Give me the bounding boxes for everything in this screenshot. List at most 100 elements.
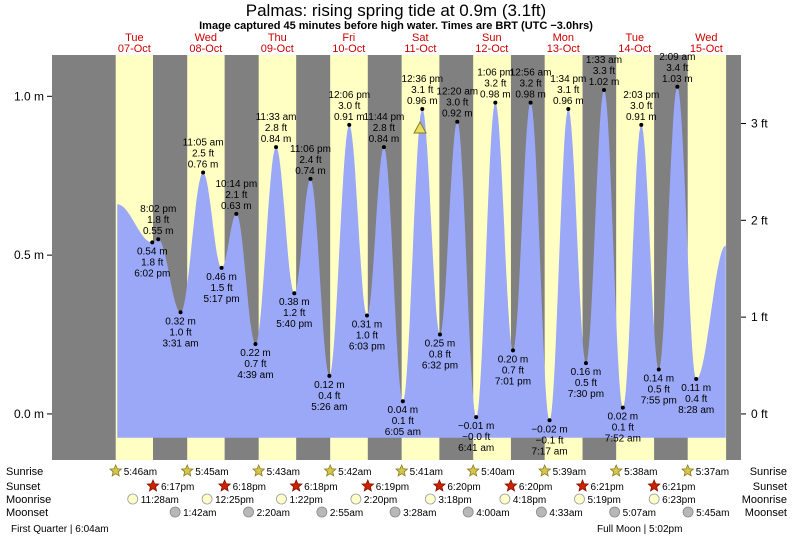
sunset-time: 6:21pm: [662, 482, 695, 493]
moonset-time: 5:07am: [623, 508, 656, 519]
extreme-time-label: 6:03 pm: [349, 341, 385, 352]
sunrise-star-icon: [323, 463, 337, 477]
moonrise-moon-icon: [499, 493, 511, 505]
almanac-row-label-right: Sunrise: [750, 466, 787, 478]
day-name: Tue: [125, 32, 144, 44]
extreme-time-label: 11:44 pm: [363, 112, 404, 123]
moonset-time: 5:45am: [696, 508, 729, 519]
extreme-time-label: 12:20 am: [436, 87, 478, 98]
extreme-time-label: 6:41 am: [458, 443, 494, 454]
extreme-meters-label: 0.76 m: [188, 160, 219, 171]
extreme-meters-label: 0.32 m: [165, 316, 196, 327]
tide-extreme-point: [474, 415, 479, 420]
sunrise-star-icon: [609, 463, 623, 477]
extreme-feet-label: −0.1 ft: [535, 435, 563, 446]
tide-extreme-point: [639, 122, 644, 127]
tide-extreme-point: [420, 107, 425, 111]
tide-extreme-point: [400, 399, 405, 404]
tide-extreme-point: [347, 122, 352, 127]
extreme-meters-label: −0.01 m: [458, 421, 494, 432]
extreme-time-label: 5:17 pm: [204, 294, 240, 305]
extreme-meters-label: 0.54 m: [137, 246, 168, 257]
extreme-meters-label: 0.14 m: [643, 373, 674, 384]
extreme-time-label: 5:26 am: [311, 402, 347, 413]
moonrise-time: 3:18pm: [438, 495, 471, 506]
extreme-feet-label: −0.0 ft: [462, 432, 490, 443]
sunrise-time: 5:46am: [124, 467, 157, 478]
sunset-star-icon: [575, 478, 590, 492]
day-date: 13-Oct: [547, 43, 580, 55]
extreme-time-label: 6:02 pm: [134, 268, 170, 279]
sunrise-time: 5:40am: [481, 467, 514, 478]
day-date: 11-Oct: [404, 43, 436, 55]
day-name: Sat: [412, 32, 429, 44]
extreme-time-label: 2:09 am: [659, 52, 695, 63]
moonrise-moon-icon: [648, 493, 660, 505]
moonrise-time: 2:20pm: [364, 495, 397, 506]
tide-extreme-point: [694, 377, 699, 381]
extreme-feet-label: 1.8 ft: [147, 215, 169, 226]
moonrise-time: 4:18pm: [513, 495, 546, 506]
moonset-moon-icon: [609, 506, 621, 518]
extreme-feet-label: 2.1 ft: [225, 190, 247, 201]
sunset-time: 6:21pm: [591, 482, 624, 493]
tide-extreme-point: [178, 310, 183, 315]
almanac-row-label-left: Moonrise: [6, 494, 51, 506]
extreme-feet-label: 3.0 ft: [338, 101, 360, 112]
almanac-row-label-left: Moonset: [6, 507, 48, 519]
almanac-row-label-right: Moonrise: [742, 494, 787, 506]
tide-extreme-point: [156, 237, 161, 242]
y-right-tick-label: 3 ft: [751, 116, 768, 130]
extreme-feet-label: 3.0 ft: [630, 101, 652, 112]
sunrise-star-icon: [466, 463, 480, 477]
extreme-time-label: 7:01 pm: [495, 376, 531, 387]
sunrise-star-icon: [252, 463, 266, 477]
extreme-time-label: 6:05 am: [385, 427, 421, 438]
sunset-star-icon: [289, 478, 303, 492]
moonset-moon-icon: [462, 506, 474, 518]
extreme-time-label: 11:05 am: [183, 138, 224, 149]
tide-extreme-point: [219, 265, 224, 270]
moon-phase-full-moon: Full Moon | 5:02pm: [597, 524, 682, 535]
moonrise-time: 12:25pm: [215, 495, 254, 506]
extreme-meters-label: 0.84 m: [369, 134, 400, 145]
y-left-tick-label: 0.5 m: [14, 248, 44, 262]
day-name: Sun: [482, 32, 502, 44]
extreme-feet-label: 3.1 ft: [411, 85, 433, 96]
moonset-moon-icon: [682, 506, 694, 518]
extreme-feet-label: 0.1 ft: [612, 423, 634, 434]
moonrise-time: 11:28am: [141, 495, 179, 506]
extreme-meters-label: 0.96 m: [407, 96, 438, 107]
sunrise-time: 5:43am: [267, 467, 300, 478]
extreme-time-label: 7:55 pm: [641, 395, 677, 406]
moonset-moon-icon: [535, 506, 547, 518]
almanac-row-label-left: Sunset: [6, 481, 40, 493]
sunrise-time: 5:45am: [195, 467, 228, 478]
sunset-time: 6:18pm: [304, 482, 337, 493]
y-right-tick-label: 0 ft: [751, 407, 768, 421]
extreme-feet-label: 1.5 ft: [210, 283, 232, 294]
extreme-feet-label: 3.0 ft: [446, 98, 468, 109]
day-date: 14-Oct: [618, 43, 651, 55]
extreme-feet-label: 2.8 ft: [373, 123, 395, 134]
moonset-moon-icon: [316, 506, 328, 518]
moonrise-moon-icon: [424, 493, 436, 505]
extreme-feet-label: 3.2 ft: [484, 79, 506, 90]
moonset-time: 1:42am: [183, 508, 216, 519]
sunset-star-icon: [432, 478, 447, 492]
extreme-feet-label: 0.5 ft: [648, 384, 670, 395]
extreme-feet-label: 2.8 ft: [265, 123, 287, 134]
tide-extreme-point: [510, 348, 515, 353]
tide-extreme-point: [528, 100, 533, 105]
axes: 0.0 m 0.5 m 1.0 m 0 ft 1 ft 2 ft 3 ft: [14, 89, 768, 421]
extreme-meters-label: 0.16 m: [571, 367, 602, 378]
moonset-time: 3:28am: [403, 508, 436, 519]
chart-title: Palmas: rising spring tide at 0.9m (3.1f…: [246, 1, 546, 20]
extreme-time-label: 11:06 pm: [290, 144, 331, 155]
extreme-time-label: 10:14 pm: [215, 179, 257, 190]
extreme-time-label: 3:31 am: [162, 338, 198, 349]
day-name: Wed: [695, 32, 717, 44]
extreme-feet-label: 0.5 ft: [575, 378, 597, 389]
extreme-meters-label: 0.98 m: [515, 90, 546, 101]
almanac-row-label-left: Sunrise: [6, 466, 43, 478]
